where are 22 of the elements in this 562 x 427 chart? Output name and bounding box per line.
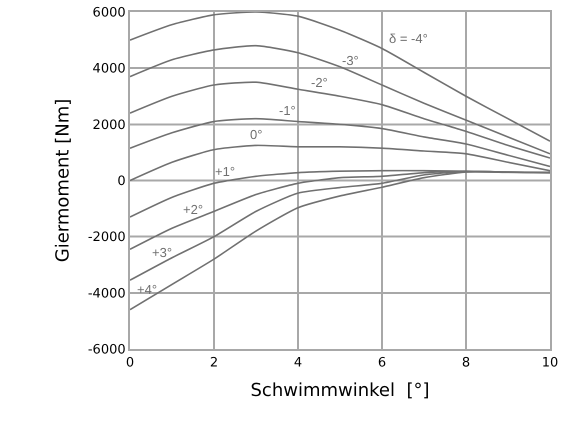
x-tick-label: 6 <box>378 355 386 370</box>
y-tick-label: -2000 <box>88 230 126 246</box>
y-tick-label: -6000 <box>88 342 126 358</box>
series-label: δ = -4° <box>389 31 428 46</box>
y-axis-title: Giermoment [Nm] <box>52 98 74 262</box>
x-tick-label: 4 <box>294 355 302 370</box>
x-tick-label: 10 <box>542 355 558 370</box>
y-tick-label: 6000 <box>92 6 126 21</box>
series-label: -2° <box>311 75 328 90</box>
x-axis-title: Schwimmwinkel [°] <box>250 380 430 401</box>
series-label: +3° <box>152 245 172 260</box>
series-label: -3° <box>342 53 359 68</box>
y-tick-label: 4000 <box>92 62 126 77</box>
series-label: +1° <box>215 164 236 179</box>
series-label: +2° <box>183 202 204 217</box>
y-tick-label: 0 <box>117 174 126 190</box>
y-tick-label: 2000 <box>92 118 126 133</box>
series-label: -1° <box>279 103 296 118</box>
y-tick-label: -4000 <box>88 286 126 302</box>
series-label: 0° <box>250 127 262 142</box>
x-tick-label: 2 <box>210 355 218 370</box>
x-tick-label: 8 <box>462 355 470 370</box>
